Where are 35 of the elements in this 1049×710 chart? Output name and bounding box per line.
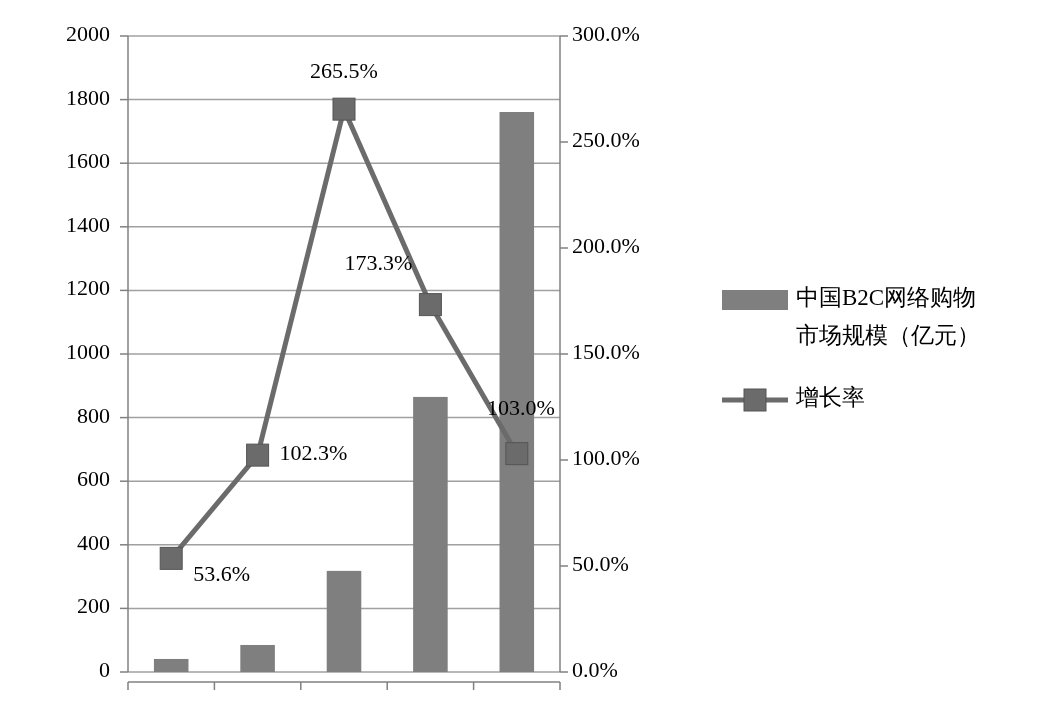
data-label: 265.5% (310, 58, 378, 84)
y2tick: 50.0% (572, 551, 629, 577)
ytick: 0 (99, 657, 110, 683)
ytick: 800 (77, 402, 110, 428)
ytick: 200 (77, 593, 110, 619)
ytick: 1800 (66, 84, 110, 110)
data-label: 102.3% (279, 440, 348, 466)
point (332, 97, 356, 121)
point (505, 442, 529, 466)
data-label: 53.6% (193, 561, 251, 587)
y2tick: 300.0% (572, 21, 640, 47)
y2tick: 200.0% (572, 233, 640, 259)
point (418, 293, 442, 317)
bar (153, 658, 189, 672)
bar (240, 644, 275, 672)
ytick: 1000 (66, 339, 110, 365)
y2tick: 150.0% (572, 339, 640, 365)
ytick: 1600 (66, 148, 110, 174)
data-label: 173.3% (344, 249, 413, 275)
y2tick: 0.0% (572, 657, 618, 683)
ytick: 400 (77, 529, 110, 555)
ytick: 1400 (66, 211, 110, 237)
legend-item: 增长率 (722, 385, 865, 412)
ytick: 2000 (66, 21, 110, 47)
ytick: 1200 (66, 275, 110, 301)
y2tick: 250.0% (572, 127, 640, 153)
point (159, 546, 183, 570)
y2tick: 100.0% (572, 445, 640, 471)
point (246, 443, 270, 467)
legend-item: 中国B2C网络购物市场规模（亿元） (722, 285, 980, 349)
legend-label: 中国B2C网络购物市场规模（亿元） (796, 285, 980, 349)
legend-label: 增长率 (795, 385, 865, 411)
ytick: 600 (77, 466, 110, 492)
bar (326, 570, 362, 672)
bar (413, 396, 448, 672)
